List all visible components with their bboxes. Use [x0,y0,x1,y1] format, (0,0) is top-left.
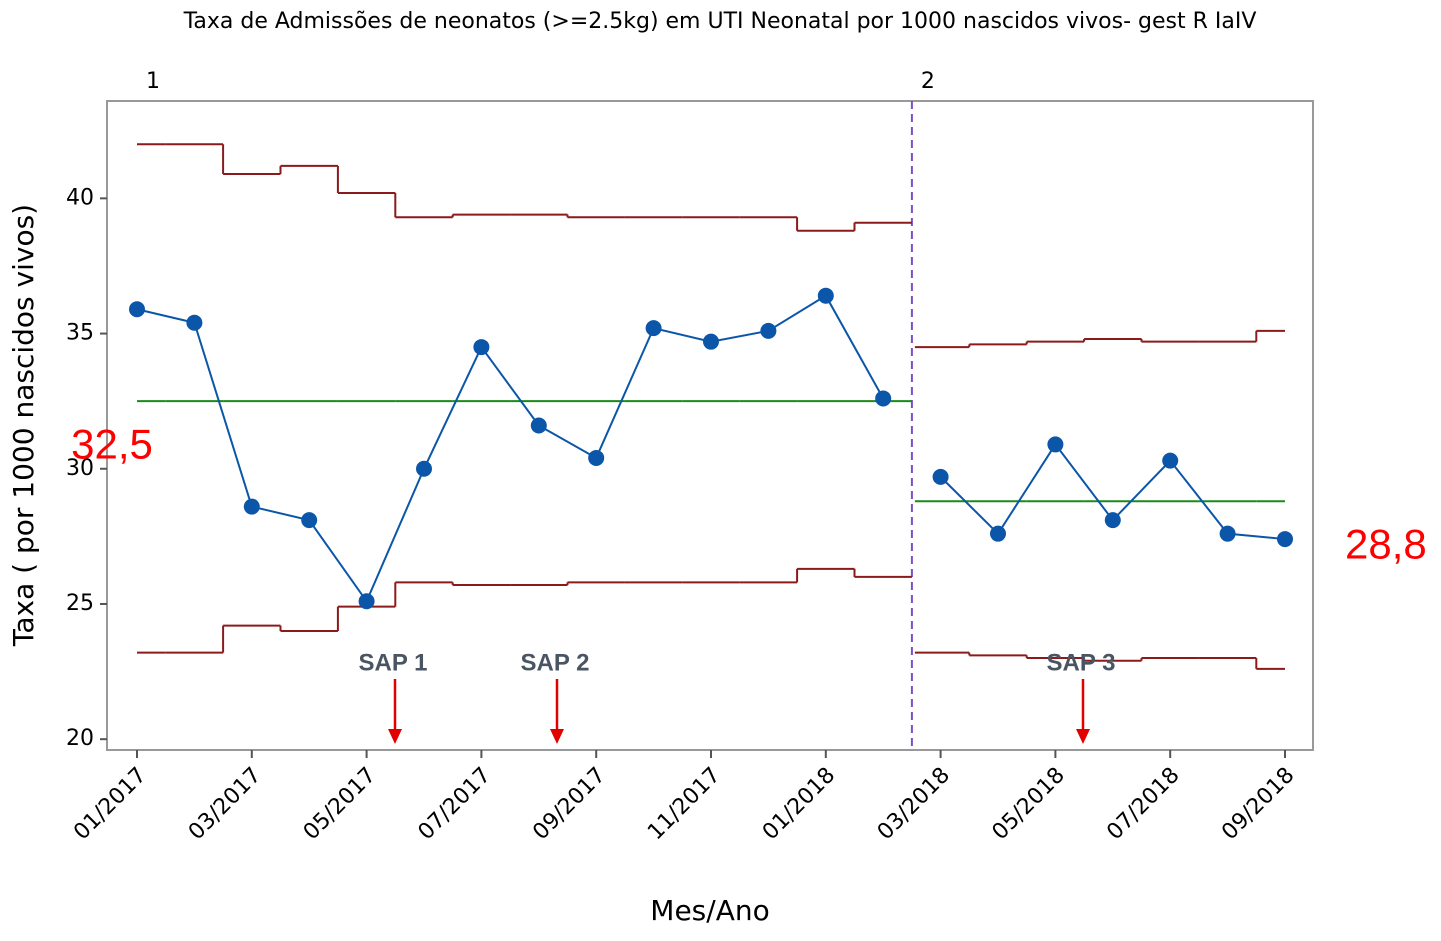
x-tick-label: 05/2018 [988,763,1070,845]
annotation-arrowhead [388,729,402,744]
y-tick-label: 25 [66,591,94,616]
annotation: SAP 3 [1047,649,1116,676]
x-tick-label: 11/2017 [643,763,725,845]
annotation-arrowhead [1076,729,1090,744]
y-tick-label: 35 [66,321,94,346]
x-tick-label: 09/2017 [528,763,610,845]
center-label: 32,5 [71,420,153,467]
data-point [1162,452,1179,469]
y-tick-label: 40 [66,185,94,210]
data-point [186,314,203,331]
annotation-arrowhead [550,729,564,744]
data-point [473,339,490,356]
data-point [932,468,949,485]
x-tick-label: 01/2017 [69,763,151,845]
data-point [588,449,605,466]
x-tick-label: 05/2017 [299,763,381,845]
data-point [1219,525,1236,542]
data-point [817,287,834,304]
x-tick-label: 03/2018 [873,763,955,845]
data-point [760,322,777,339]
x-tick-label: 01/2018 [758,763,840,845]
plot-frame [106,100,1314,751]
center-label: 28,8 [1345,520,1427,567]
chart-title: Taxa de Admissões de neonatos (>=2.5kg) … [183,9,1257,34]
data-point [243,498,260,515]
y-axis-label: Taxa ( por 1000 nascidos vivos) [7,204,40,647]
x-tick-label: 09/2018 [1217,763,1299,845]
data-point [301,512,318,529]
stage-label: 1 [146,69,160,94]
y-tick-label: 30 [66,456,94,481]
data-point [129,301,145,318]
data-point [1104,512,1121,529]
annotation: SAP 2 [521,649,590,676]
x-tick-label: 07/2018 [1102,763,1184,845]
data-point [530,417,547,434]
x-tick-label: 07/2017 [414,763,496,845]
data-point [1047,436,1064,453]
x-axis-label: Mes/Ano [650,894,769,927]
y-tick-label: 20 [66,726,94,751]
data-point [703,333,719,350]
data-point [875,390,892,407]
data-point [990,525,1006,542]
data-point [416,460,432,477]
data-point [358,593,375,610]
data-line [136,294,885,604]
x-tick-label: 03/2017 [184,763,266,845]
stage-label: 2 [921,69,935,94]
annotation: SAP 1 [359,649,428,676]
data-point [1277,531,1293,548]
data-point [645,320,662,337]
